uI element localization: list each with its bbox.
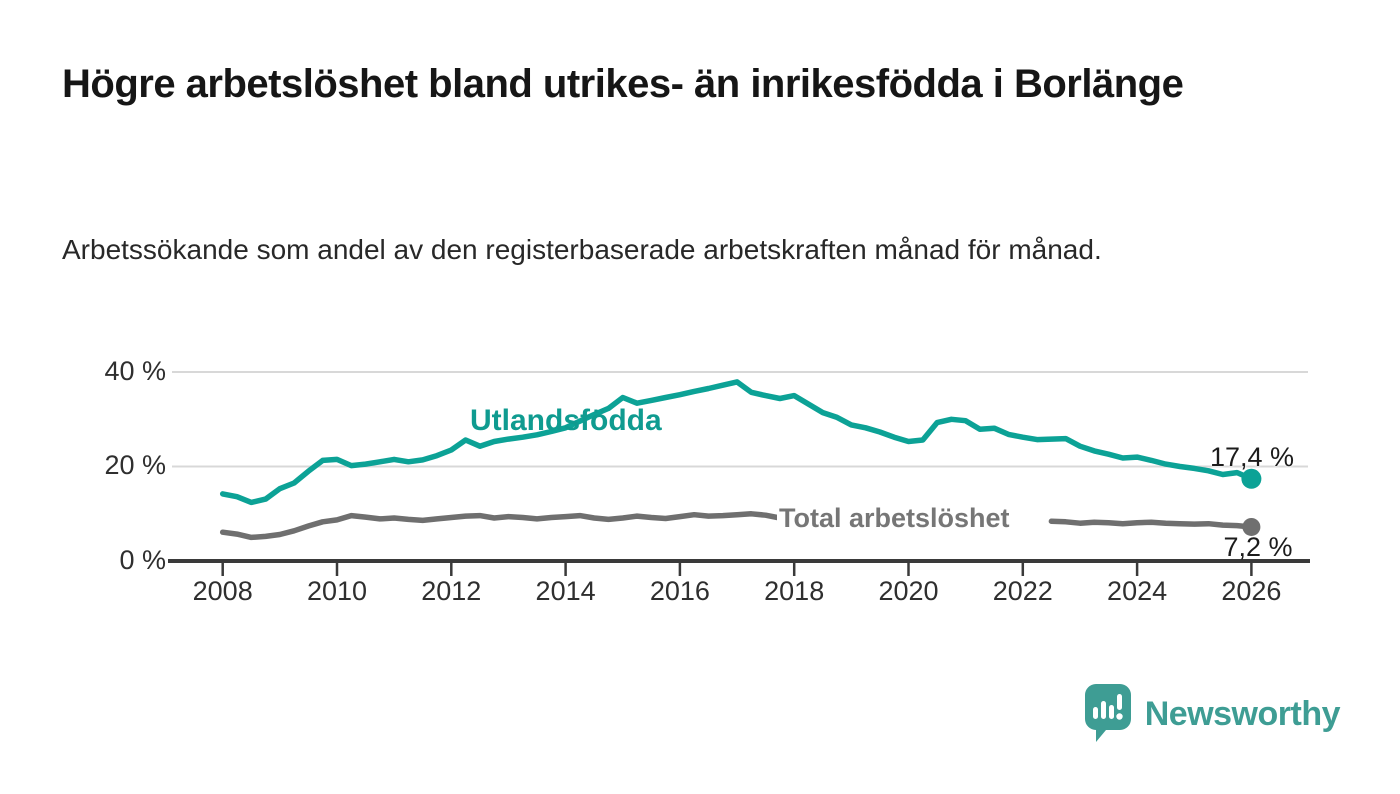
series-line-total-seg0 (219, 511, 783, 541)
y-axis-tick-label-0: 0 % (119, 545, 166, 575)
page-title: Högre arbetslöshet bland utrikes- än inr… (62, 62, 1184, 106)
x-axis-tick-label-2024: 2024 (1107, 576, 1168, 606)
newsworthy-brand-name: Newsworthy (1144, 694, 1341, 733)
end-value-label-total: 7,2 % (1223, 532, 1293, 562)
series-end-dot-utlandsfodda (1241, 468, 1262, 489)
y-axis-tick-label-40: 40 % (104, 356, 166, 386)
chart-subtitle: Arbetssökande som andel av den registerb… (62, 234, 1102, 265)
x-axis-tick-label-2020: 2020 (878, 576, 939, 606)
x-axis-tick-label-2012: 2012 (421, 576, 482, 606)
series-end-dot-total (1242, 517, 1261, 536)
end-value-label-utlandsfodda: 17,4 % (1209, 442, 1294, 472)
x-axis-tick-label-2022: 2022 (992, 576, 1053, 606)
y-axis-tick-label-20: 20 % (104, 450, 166, 480)
x-axis-tick-label-2010: 2010 (306, 576, 368, 606)
x-axis-tick-label-2026: 2026 (1221, 576, 1282, 606)
newsworthy-logo-icon (1084, 684, 1131, 742)
series-label-utlandsfodda: Utlandsfödda (470, 404, 662, 437)
series-line-total-seg1 (1048, 518, 1255, 530)
series-line-utlandsfodda-seg0 (219, 379, 1255, 506)
x-axis-tick-label-2014: 2014 (535, 576, 596, 606)
series-label-total-arbetsloshet: Total arbetslöshet (777, 503, 1014, 534)
newsworthy-brand: Newsworthy (1084, 684, 1341, 744)
x-axis-tick-label-2016: 2016 (649, 576, 710, 606)
x-axis-tick-label-2018: 2018 (764, 576, 825, 606)
x-axis-tick-label-2008: 2008 (192, 576, 253, 606)
